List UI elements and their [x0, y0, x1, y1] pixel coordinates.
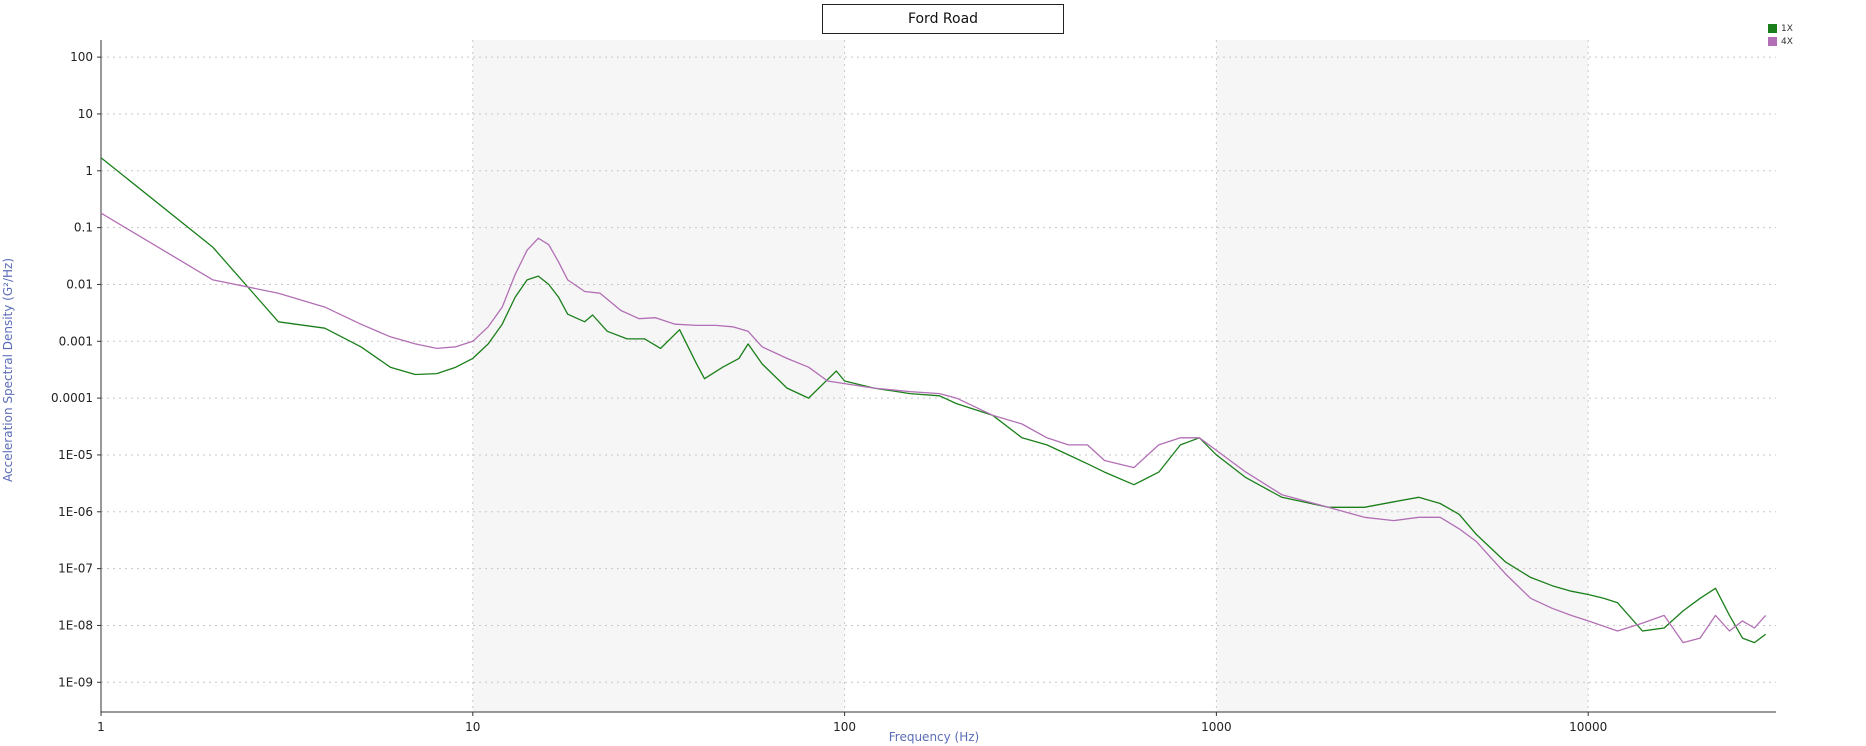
- decade-band: [1216, 40, 1589, 712]
- y-tick-label: 1E-07: [58, 562, 93, 576]
- legend-swatch-1x: [1768, 24, 1777, 33]
- legend-item-1x: 1X: [1768, 22, 1793, 35]
- y-tick-label: 1E-05: [58, 448, 93, 462]
- y-tick-label: 0.1: [74, 221, 93, 235]
- x-tick-label: 1: [97, 720, 105, 734]
- x-tick-label: 10000: [1569, 720, 1607, 734]
- x-tick-label: 1000: [1201, 720, 1232, 734]
- decade-band: [472, 40, 845, 712]
- y-tick-label: 10: [78, 107, 93, 121]
- x-axis-label: Frequency (Hz): [889, 730, 980, 744]
- y-axis-label: Acceleration Spectral Density (G²/Hz): [1, 258, 15, 482]
- legend-swatch-4x: [1768, 37, 1777, 46]
- y-tick-label: 0.0001: [51, 391, 93, 405]
- legend: 1X 4X: [1768, 22, 1793, 48]
- y-tick-label: 0.001: [59, 334, 93, 348]
- y-tick-label: 1E-08: [58, 618, 93, 632]
- y-tick-label: 0.01: [66, 277, 93, 291]
- series-line-4x: [100, 212, 1767, 644]
- x-tick-label: 10: [465, 720, 480, 734]
- y-tick-label: 1: [85, 164, 93, 178]
- y-tick-label: 1E-06: [58, 505, 93, 519]
- legend-label-4x: 4X: [1781, 36, 1793, 47]
- y-tick-label: 1E-09: [58, 675, 93, 689]
- x-tick-label: 100: [833, 720, 856, 734]
- legend-item-4x: 4X: [1768, 35, 1793, 48]
- legend-label-1x: 1X: [1781, 23, 1793, 34]
- y-tick-label: 100: [70, 50, 93, 64]
- chart-title: Ford Road: [822, 4, 1064, 34]
- series-line-1x: [100, 157, 1766, 644]
